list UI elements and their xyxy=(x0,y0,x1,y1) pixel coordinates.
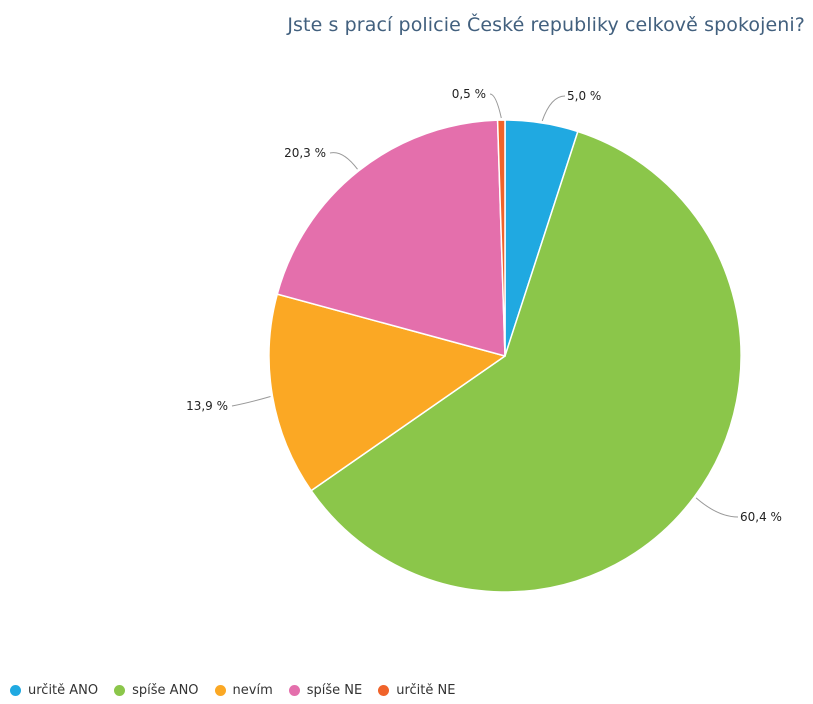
leader-line-spise-ano xyxy=(695,497,739,518)
legend-marker-spise-ano xyxy=(114,685,126,696)
legend-label-nevim: nevím xyxy=(232,683,273,698)
legend-label-urcite-ne: určitě NE xyxy=(396,683,456,698)
data-label-nevim: 13,9 % xyxy=(186,399,228,413)
legend-label-spise-ne: spíše NE xyxy=(306,683,363,698)
chart-title: Jste s prací policie České republiky cel… xyxy=(287,14,805,36)
data-label-urcite-ne: 0,5 % xyxy=(452,87,486,101)
legend-item-spise-ano[interactable]: spíše ANO xyxy=(114,683,199,698)
legend-marker-urcite-ano xyxy=(10,685,21,696)
pie-chart: 5,0 % 60,4 % 13,9 % 20,3 % 0,5 % xyxy=(186,87,782,593)
leader-line-urcite-ano xyxy=(541,95,566,122)
legend-label-spise-ano: spíše ANO xyxy=(132,683,199,698)
legend-label-urcite-ano: určitě ANO xyxy=(28,683,99,698)
data-label-spise-ne: 20,3 % xyxy=(284,146,326,160)
legend: určitě ANO spíše ANO nevím spíše NE urči… xyxy=(10,683,471,698)
legend-item-nevim[interactable]: nevím xyxy=(214,683,273,698)
leader-line-nevim xyxy=(231,396,271,407)
leader-line-urcite-ne xyxy=(489,93,502,119)
leader-line-spise-ne xyxy=(329,152,358,170)
legend-item-urcite-ne[interactable]: určitě NE xyxy=(378,683,455,698)
legend-item-urcite-ano[interactable]: určitě ANO xyxy=(10,683,98,698)
legend-marker-nevim xyxy=(214,685,226,696)
pie-slice-spise-ne[interactable] xyxy=(276,119,506,357)
legend-marker-spise-ne xyxy=(288,685,300,696)
data-label-urcite-ano: 5,0 % xyxy=(567,89,601,103)
pie-slice-nevim[interactable] xyxy=(268,293,506,492)
legend-item-spise-ne[interactable]: spíše NE xyxy=(288,683,363,698)
pie-slice-spise-ano[interactable] xyxy=(310,130,742,593)
data-label-spise-ano: 60,4 % xyxy=(740,510,782,524)
pie-slice-urcite-ne[interactable] xyxy=(496,119,506,357)
legend-marker-urcite-ne xyxy=(378,685,390,696)
